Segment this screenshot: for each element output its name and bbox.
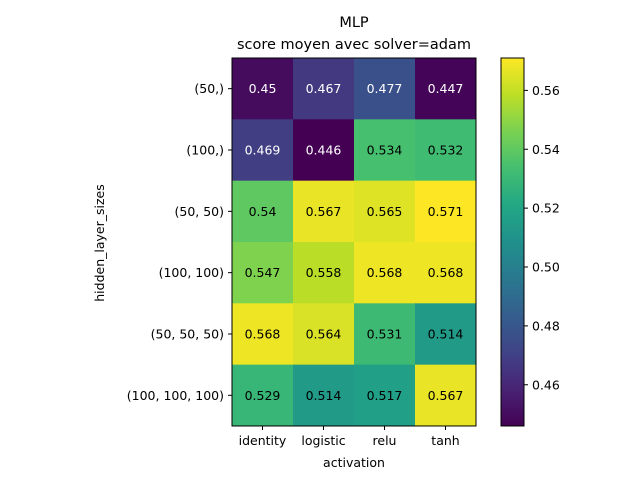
heatmap-cell <box>415 58 477 120</box>
cell-value-label: 0.477 <box>367 81 403 96</box>
x-tick-label: relu <box>373 433 397 448</box>
heatmap-cell <box>293 241 355 304</box>
cell-value-label: 0.54 <box>249 204 277 219</box>
heatmap-cell <box>415 364 477 427</box>
cell-value-label: 0.565 <box>367 204 403 219</box>
heatmap-cell <box>354 364 416 427</box>
cell-value-label: 0.529 <box>245 388 281 403</box>
heatmap-cell <box>293 58 355 120</box>
colorbar-tick-label: 0.50 <box>532 260 560 275</box>
heatmap-cell-labels: 0.45 0.467 0.477 0.447 0.469 0.446 0.534 0.532 0… <box>245 81 464 403</box>
y-tick-label: (100, 100) <box>159 265 224 280</box>
y-tick-label: (50,) <box>194 81 224 96</box>
cell-value-label: 0.558 <box>306 265 342 280</box>
heatmap-cell <box>232 303 294 366</box>
heatmap-cell <box>232 364 294 427</box>
cell-value-label: 0.532 <box>428 142 464 157</box>
heatmap-cell <box>293 303 355 366</box>
cell-value-label: 0.514 <box>428 326 464 341</box>
colorbar-tick-label: 0.56 <box>532 83 560 98</box>
heatmap-cell <box>232 241 294 304</box>
y-axis: (50,) (100,) (50, 50) (100, 100) (50, 50, 50… <box>127 81 232 403</box>
heatmap-cell <box>232 119 294 182</box>
x-tick-label: tanh <box>431 433 459 448</box>
cell-value-label: 0.469 <box>245 142 281 157</box>
cell-value-label: 0.567 <box>306 204 342 219</box>
colorbar-tick-label: 0.46 <box>532 377 560 392</box>
heatmap-cell <box>415 241 477 304</box>
cell-value-label: 0.567 <box>428 388 464 403</box>
chart-subtitle: score moyen avec solver=adam <box>237 37 471 53</box>
colorbar-gradient <box>500 57 525 427</box>
colorbar-tick-label: 0.54 <box>532 142 560 157</box>
heatmap-cell <box>415 303 477 366</box>
y-tick-label: (50, 50, 50) <box>151 326 224 341</box>
cell-value-label: 0.568 <box>428 265 464 280</box>
cell-value-label: 0.446 <box>306 142 342 157</box>
cell-value-label: 0.534 <box>367 142 403 157</box>
heatmap-cells <box>231 57 477 427</box>
heatmap-cell <box>354 119 416 182</box>
heatmap-cell <box>415 180 477 243</box>
cell-value-label: 0.568 <box>245 326 281 341</box>
heatmap-cell <box>232 180 294 243</box>
cell-value-label: 0.517 <box>367 388 403 403</box>
heatmap-cell <box>354 241 416 304</box>
cell-value-label: 0.564 <box>306 326 342 341</box>
colorbar-tick-label: 0.52 <box>532 201 560 216</box>
cell-value-label: 0.447 <box>428 81 464 96</box>
heatmap-cell <box>354 180 416 243</box>
heatmap-cell <box>293 180 355 243</box>
heatmap-cell <box>232 58 294 120</box>
heatmap-cell <box>293 119 355 182</box>
x-axis: identity logistic relu tanh <box>239 425 460 448</box>
cell-value-label: 0.568 <box>367 265 403 280</box>
x-tick-label: identity <box>239 433 287 448</box>
heatmap-cell <box>415 119 477 182</box>
chart-title: MLP <box>339 15 369 31</box>
y-tick-label: (100,) <box>186 142 224 157</box>
x-tick-label: logistic <box>301 433 345 448</box>
y-axis-label: hidden_layer_sizes <box>92 184 107 302</box>
cell-value-label: 0.531 <box>367 326 403 341</box>
cell-value-label: 0.467 <box>306 81 342 96</box>
colorbar: 0.46 0.48 0.50 0.52 0.54 0.56 <box>500 57 560 427</box>
cell-value-label: 0.514 <box>306 388 342 403</box>
cell-value-label: 0.547 <box>245 265 281 280</box>
cell-value-label: 0.45 <box>249 81 277 96</box>
cell-value-label: 0.571 <box>428 204 464 219</box>
heatmap-cell <box>293 364 355 427</box>
heatmap-cell <box>354 58 416 120</box>
heatmap-cell <box>354 303 416 366</box>
x-axis-label: activation <box>323 455 385 470</box>
y-tick-label: (100, 100, 100) <box>127 388 224 403</box>
y-tick-label: (50, 50) <box>174 204 224 219</box>
plot-frame <box>231 57 477 427</box>
colorbar-tick-label: 0.48 <box>532 318 560 333</box>
